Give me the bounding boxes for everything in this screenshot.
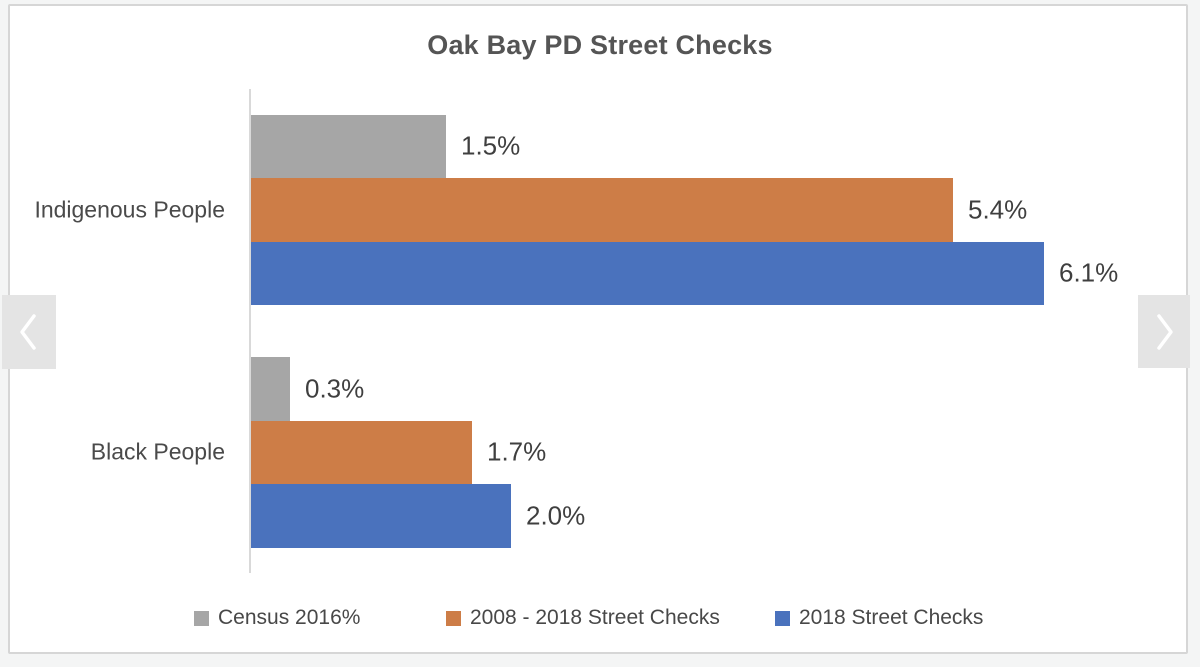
legend-swatch-census-2016 xyxy=(194,610,209,626)
carousel-prev-button[interactable] xyxy=(2,295,56,369)
legend-swatch-2018-street-checks xyxy=(775,610,790,626)
legend-item-2008-2018-street-checks: 2008 - 2018 Street Checks xyxy=(446,606,720,630)
data-label: 1.7% xyxy=(487,436,547,467)
legend-swatch-2008-2018-street-checks xyxy=(446,610,461,626)
data-label: 5.4% xyxy=(968,194,1028,225)
chevron-right-icon xyxy=(1152,312,1176,352)
data-label: 0.3% xyxy=(305,373,365,404)
legend-item-2018-street-checks: 2018 Street Checks xyxy=(775,606,983,630)
chart-title: Oak Bay PD Street Checks xyxy=(427,30,773,60)
legend-label: 2008 - 2018 Street Checks xyxy=(470,606,720,629)
legend-label: Census 2016% xyxy=(218,606,361,629)
category-label-indigenous-people: Indigenous People xyxy=(34,196,225,223)
bar-series3-cat2 xyxy=(251,484,511,548)
bar-series1-cat1 xyxy=(251,114,446,178)
data-label: 2.0% xyxy=(526,500,586,531)
legend-label: 2018 Street Checks xyxy=(799,606,984,629)
bar-series2-cat2 xyxy=(251,420,472,484)
data-label: 1.5% xyxy=(461,130,521,161)
carousel-next-button[interactable] xyxy=(1138,295,1190,368)
data-label: 6.1% xyxy=(1059,257,1119,288)
bar-series2-cat1 xyxy=(251,178,953,242)
category-axis-line xyxy=(249,89,251,573)
chart-card xyxy=(8,4,1188,654)
bar-series3-cat1 xyxy=(251,241,1044,305)
legend-item-census-2016: Census 2016% xyxy=(194,606,360,630)
bar-series1-cat2 xyxy=(251,357,290,421)
category-label-black-people: Black People xyxy=(90,438,225,465)
chevron-left-icon xyxy=(17,312,41,352)
